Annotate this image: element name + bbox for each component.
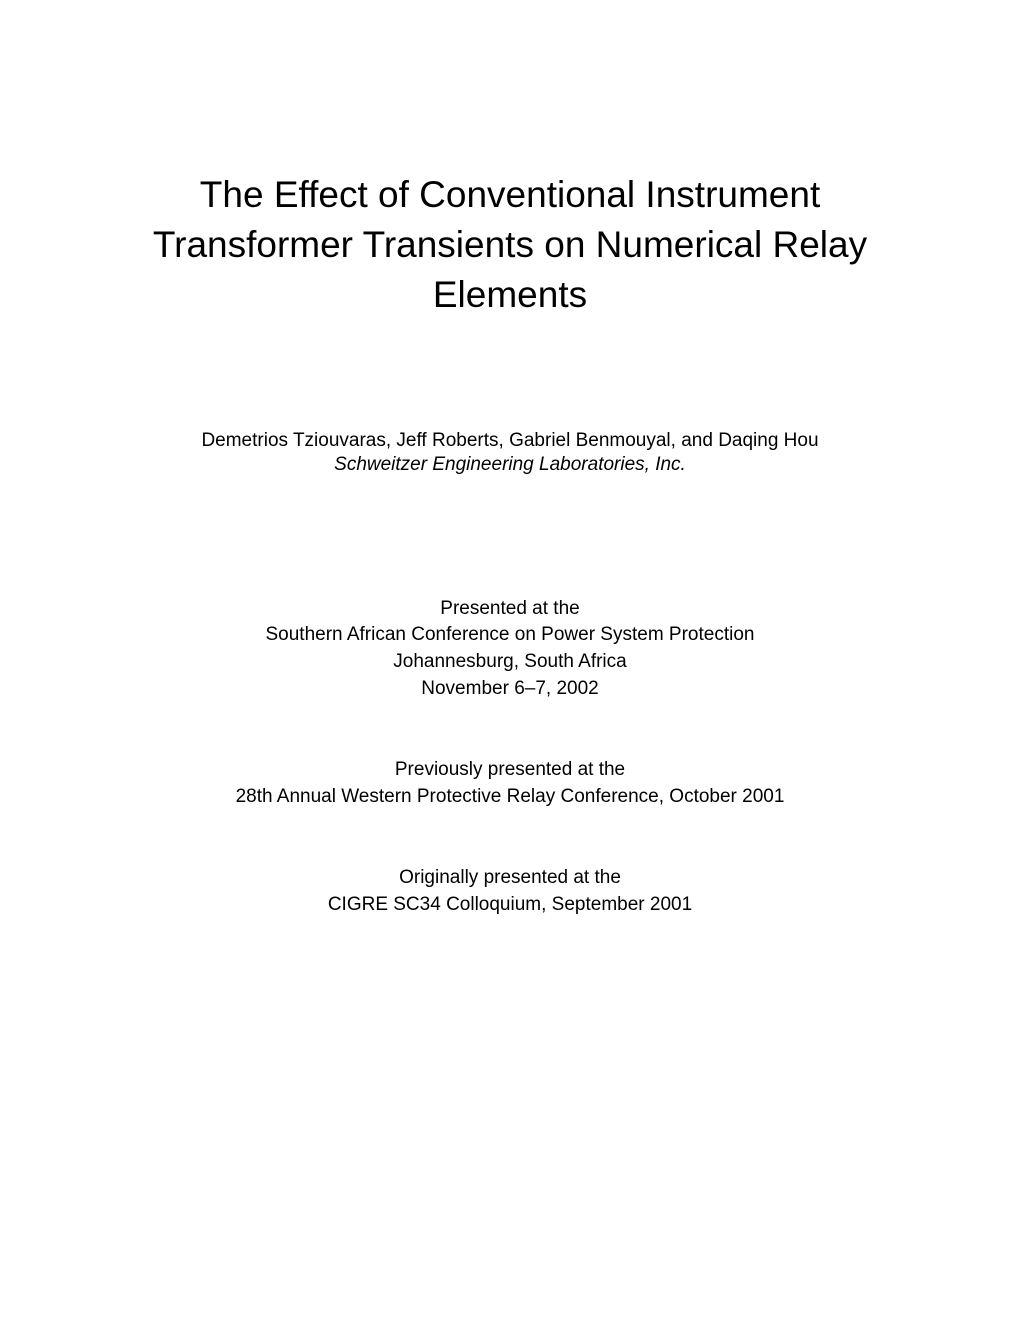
presentation-venue: 28th Annual Western Protective Relay Con… xyxy=(120,784,900,811)
presentation-previous: Previously presented at the 28th Annual … xyxy=(120,757,900,810)
presentation-venue: Southern African Conference on Power Sys… xyxy=(120,622,900,649)
presentation-venue: CIGRE SC34 Colloquium, September 2001 xyxy=(120,892,900,919)
presentation-intro: Presented at the xyxy=(120,596,900,623)
paper-title: The Effect of Conventional Instrument Tr… xyxy=(120,170,900,320)
presentation-date: November 6–7, 2002 xyxy=(120,676,900,703)
presentation-original: Originally presented at the CIGRE SC34 C… xyxy=(120,865,900,918)
paper-authors: Demetrios Tziouvaras, Jeff Roberts, Gabr… xyxy=(120,430,900,452)
presentation-intro: Originally presented at the xyxy=(120,865,900,892)
paper-cover-page: The Effect of Conventional Instrument Tr… xyxy=(0,0,1020,1320)
presentation-intro: Previously presented at the xyxy=(120,757,900,784)
presentation-location: Johannesburg, South Africa xyxy=(120,649,900,676)
paper-affiliation: Schweitzer Engineering Laboratories, Inc… xyxy=(120,454,900,476)
presentation-primary: Presented at the Southern African Confer… xyxy=(120,596,900,702)
